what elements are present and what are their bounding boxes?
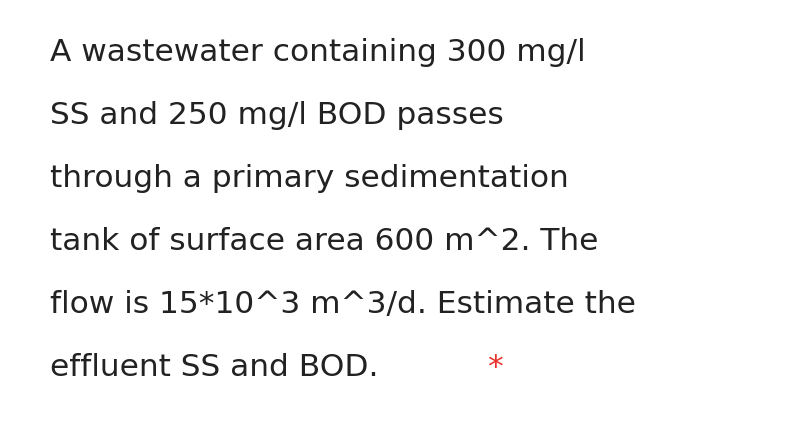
Text: A wastewater containing 300 mg/l: A wastewater containing 300 mg/l xyxy=(50,38,586,67)
Text: effluent SS and BOD.: effluent SS and BOD. xyxy=(50,353,388,382)
Text: flow is 15*10^3 m^3/d. Estimate the: flow is 15*10^3 m^3/d. Estimate the xyxy=(50,290,636,319)
Text: *: * xyxy=(486,353,502,382)
Text: tank of surface area 600 m^2. The: tank of surface area 600 m^2. The xyxy=(50,227,598,256)
Text: SS and 250 mg/l BOD passes: SS and 250 mg/l BOD passes xyxy=(50,101,504,130)
Text: through a primary sedimentation: through a primary sedimentation xyxy=(50,164,569,193)
